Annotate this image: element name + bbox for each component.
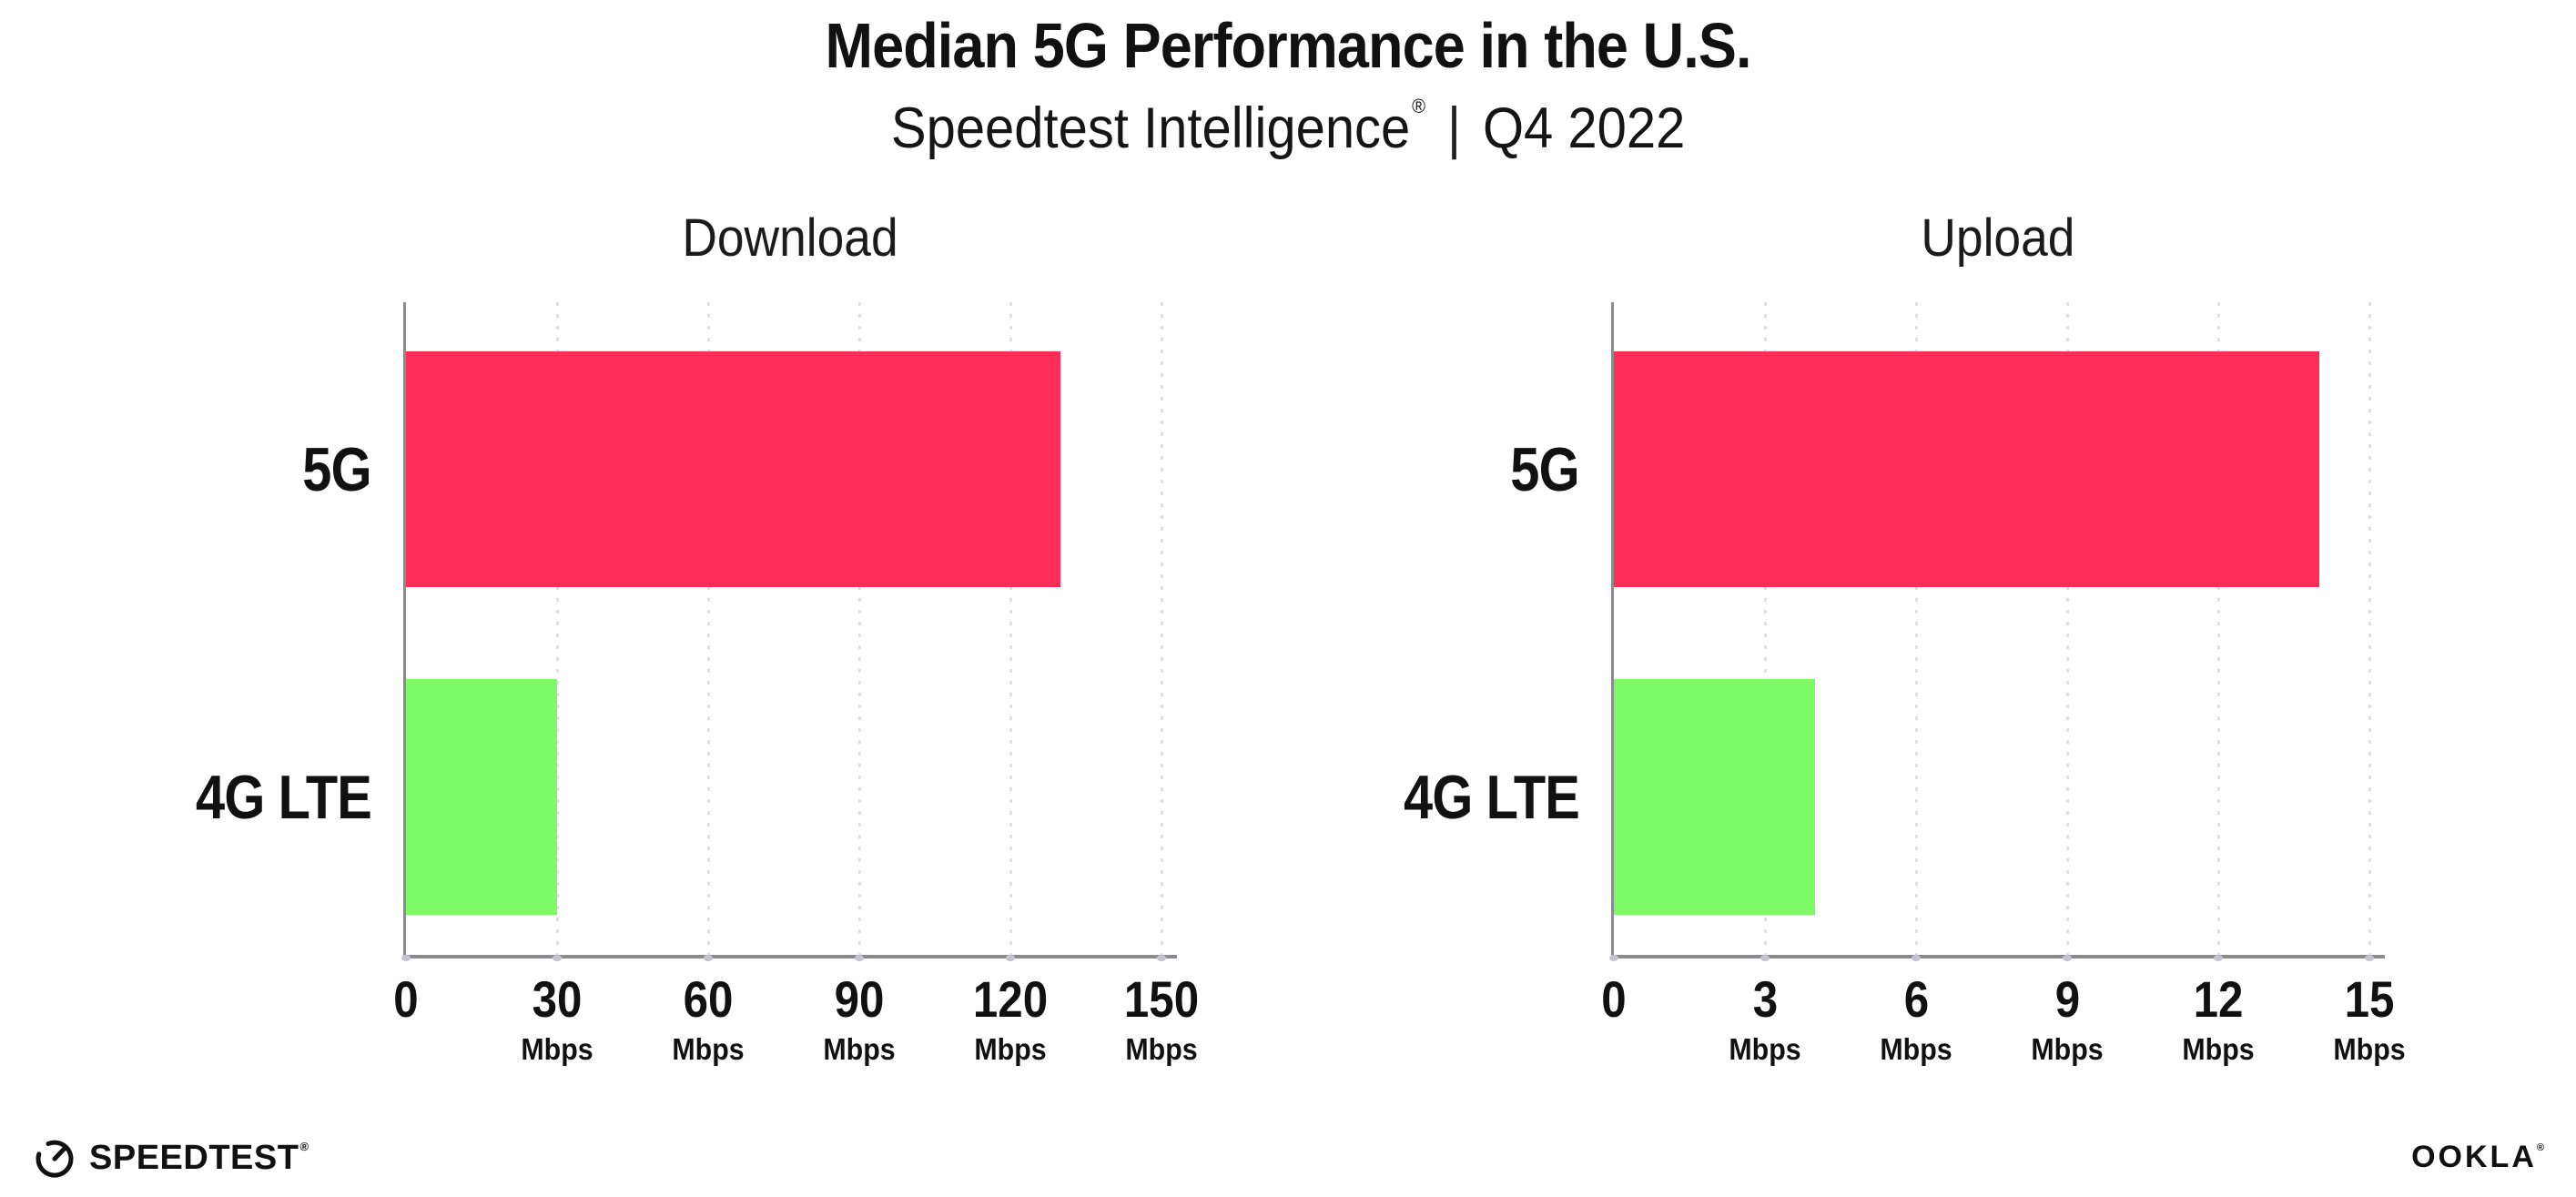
axis-tick-dot: [2063, 955, 2072, 961]
gridline-60: [707, 302, 710, 955]
upload-chart: Upload 5G 4G LTE 0 3 Mbps 6 Mbps 9 Mbps 12 Mbps 15 M…: [1404, 208, 2406, 1066]
category-label-4g-lte: 4G LTE: [1404, 762, 1580, 832]
subtitle-period: Q4 2022: [1482, 96, 1686, 160]
bar-5g-upload: [1614, 351, 2319, 587]
x-tick-90-download: 90 Mbps: [823, 970, 896, 1066]
x-tick-unit-label: Mbps: [2333, 1032, 2406, 1066]
bar-5g-download: [406, 351, 1061, 587]
page-subtitle: Speedtest Intelligence® | Q4 2022: [0, 95, 2576, 161]
x-tick-unit-label: Mbps: [1125, 1032, 1198, 1066]
gridline-15: [2368, 302, 2371, 955]
category-label-4g-lte: 4G LTE: [196, 762, 372, 832]
gridline-90: [858, 302, 861, 955]
axis-tick-dot: [1006, 955, 1015, 961]
ookla-wordmark: OOKLA®: [2411, 1140, 2547, 1174]
x-tick-unit-label: Mbps: [521, 1032, 593, 1066]
page-title-text: Median 5G Performance in the U.S.: [825, 10, 1751, 81]
ookla-logo: OOKLA®: [2411, 1140, 2547, 1175]
axis-tick-dot: [2214, 955, 2223, 961]
gridline-6: [1915, 302, 1918, 955]
x-tick-unit-label: Mbps: [1880, 1032, 1952, 1066]
x-tick-0-upload: 0: [1601, 970, 1627, 1028]
speedtest-gauge-icon: [35, 1140, 74, 1178]
subtitle-brand: Speedtest Intelligence: [890, 96, 1411, 160]
axis-tick-dot: [2365, 955, 2374, 961]
download-chart-title: Download: [682, 208, 898, 268]
axis-tick-dot: [401, 955, 411, 961]
x-tick-30-download: 30 Mbps: [521, 970, 593, 1066]
axis-tick-dot: [1912, 955, 1921, 961]
gridline-12: [2217, 302, 2220, 955]
x-tick-unit-label: Mbps: [2182, 1032, 2255, 1066]
subtitle-separator: |: [1446, 96, 1461, 160]
gridline-30: [556, 302, 559, 955]
axis-tick-dot: [553, 955, 562, 961]
x-tick-unit-label: Mbps: [823, 1032, 896, 1066]
x-tick-unit-label: Mbps: [974, 1032, 1047, 1066]
x-tick-9-upload: 9 Mbps: [2031, 970, 2104, 1066]
gridline-3: [1764, 302, 1767, 955]
category-label-5g: 5G: [1510, 434, 1580, 504]
bar-4g-lte-upload: [1614, 679, 1816, 915]
download-plot-area: 5G 4G LTE 0 30 Mbps 60 Mbps 90 Mbps 120 Mbps 150 Mbp…: [196, 302, 1199, 1066]
registered-mark: ®: [1412, 95, 1425, 117]
registered-mark: ®: [299, 1139, 309, 1153]
x-tick-0-download: 0: [393, 970, 419, 1028]
x-tick-6-upload: 6 Mbps: [1880, 970, 1952, 1066]
gridline-120: [1009, 302, 1012, 955]
gridline-150: [1161, 302, 1163, 955]
axis-tick-dot: [1760, 955, 1770, 961]
upload-plot-area: 5G 4G LTE 0 3 Mbps 6 Mbps 9 Mbps 12 Mbps 15 Mbps: [1404, 302, 2406, 1066]
x-tick-12-upload: 12 Mbps: [2182, 970, 2255, 1066]
speedtest-wordmark: SPEEDTEST®: [89, 1138, 309, 1177]
axis-tick-dot: [1157, 955, 1166, 961]
axis-tick-dot: [1609, 955, 1618, 961]
download-chart: Download 5G 4G LTE 0 30 Mbps 60 Mbps 90 Mbps 120 M…: [196, 208, 1199, 1066]
gridline-9: [2066, 302, 2069, 955]
x-tick-3-upload: 3 Mbps: [1729, 970, 1801, 1066]
x-tick-unit-label: Mbps: [1729, 1032, 1801, 1066]
page-title: Median 5G Performance in the U.S.: [0, 9, 2576, 82]
page-subtitle-text: Speedtest Intelligence® | Q4 2022: [891, 95, 1685, 161]
axis-tick-dot: [855, 955, 864, 961]
bar-4g-lte-download: [406, 679, 557, 915]
axis-tick-dot: [704, 955, 713, 961]
x-tick-unit-label: Mbps: [672, 1032, 745, 1066]
x-tick-unit-label: Mbps: [2031, 1032, 2104, 1066]
x-tick-120-download: 120 Mbps: [972, 970, 1049, 1066]
x-tick-15-upload: 15 Mbps: [2333, 970, 2406, 1066]
upload-chart-title: Upload: [1921, 208, 2075, 268]
speedtest-logo: SPEEDTEST®: [33, 1134, 309, 1182]
registered-mark: ®: [2536, 1142, 2547, 1153]
x-tick-60-download: 60 Mbps: [672, 970, 745, 1066]
category-label-5g: 5G: [302, 434, 372, 504]
x-tick-150-download: 150 Mbps: [1123, 970, 1200, 1066]
